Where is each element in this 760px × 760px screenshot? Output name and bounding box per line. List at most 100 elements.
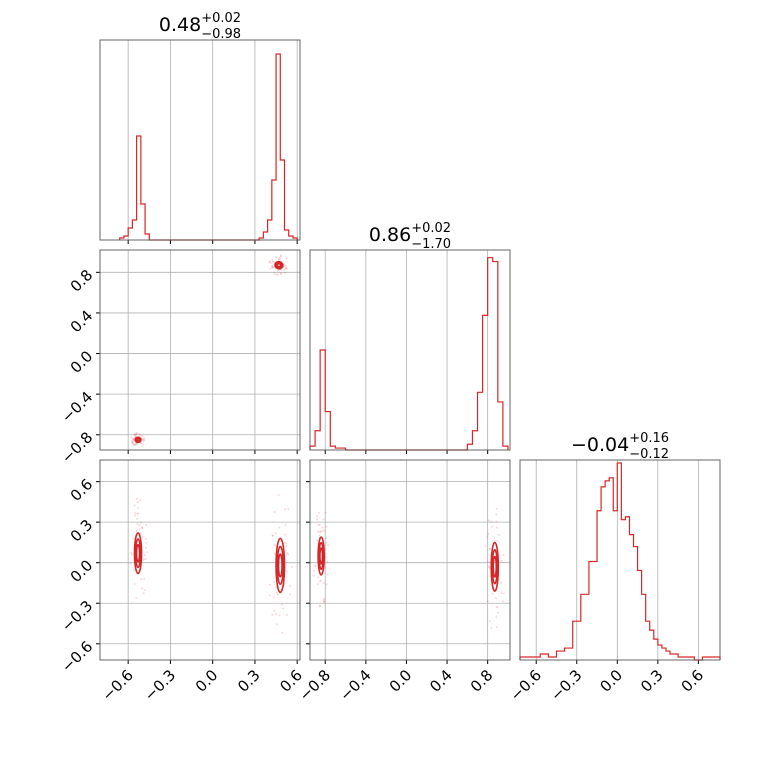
scatter-0-1-sample-point xyxy=(134,433,137,436)
scatter-0-2-sample-point xyxy=(142,558,145,561)
hist-1-step-line xyxy=(309,257,509,451)
scatter-0-2-sample-point xyxy=(132,568,135,571)
scatter-1-2-sample-point xyxy=(312,574,315,577)
scatter-0-1-sample-point xyxy=(285,267,288,270)
scatter-0-2-sample-point xyxy=(273,510,276,513)
xtick-label-1-3: 0.4 xyxy=(426,666,456,696)
scatter-0-1-sample-point xyxy=(284,271,287,274)
scatter-0-2-sample-point xyxy=(141,527,144,530)
scatter-1-2-sample-point xyxy=(316,515,319,518)
xtick-label-1-0: −0.8 xyxy=(296,666,334,704)
scatter-1-2-sample-point xyxy=(317,524,320,527)
scatter-1-2-sample-point xyxy=(486,536,489,539)
xtick-label-1-2: 0.0 xyxy=(386,666,416,696)
scatter-0-1-sample-point xyxy=(285,257,288,260)
scatter-0-2-sample-point xyxy=(271,613,274,616)
scatter-1-2-sample-point xyxy=(314,565,317,568)
scatter-0-2-sample-point xyxy=(142,592,145,595)
scatter-0-2-sample-point xyxy=(287,553,290,556)
scatter-1-2-sample-point xyxy=(486,560,489,563)
scatter-0-1-sample-point xyxy=(269,267,272,270)
scatter-0-1-sample-point xyxy=(131,439,134,442)
scatter-1-2-sample-point xyxy=(497,533,500,536)
scatter-1-2-sample-point xyxy=(490,520,493,523)
scatter-1-2-sample-point xyxy=(322,581,325,584)
scatter-0-1-contour xyxy=(275,261,283,269)
scatter-1-2-sample-point xyxy=(496,606,499,609)
scatter-0-2-sample-point xyxy=(275,623,278,626)
scatter-1-2-sample-point xyxy=(488,547,491,550)
scatter-1-2-sample-point xyxy=(488,620,491,623)
scatter-0-2-sample-point xyxy=(138,524,141,527)
scatter-0-1-sample-point xyxy=(272,260,275,263)
scatter-0-1-sample-point xyxy=(141,444,144,447)
scatter-0-2-sample-point xyxy=(144,537,147,540)
ytick-label-2-2: 0.0 xyxy=(67,556,97,586)
scatter-1-2-contour xyxy=(490,541,500,592)
scatter-0-2-sample-point xyxy=(276,593,279,596)
scatter-1-2-contour xyxy=(492,555,498,578)
scatter-0-1-sample-point xyxy=(272,266,275,269)
scatter-1-2-sample-point xyxy=(324,511,327,514)
scatter-1-2-sample-point xyxy=(313,569,316,572)
scatter-0-2-sample-point xyxy=(281,631,284,634)
scatter-1-2-frame xyxy=(309,459,511,661)
scatter-0-1-sample-point xyxy=(135,432,138,435)
scatter-0-2-sample-point xyxy=(134,514,137,517)
scatter-0-2-sample-point xyxy=(136,501,139,504)
scatter-1-2-sample-point xyxy=(320,530,323,533)
scatter-0-2-sample-point xyxy=(285,542,288,545)
ytick-label-1-3: 0.4 xyxy=(67,307,97,337)
scatter-1-2-sample-point xyxy=(495,507,498,510)
scatter-1-2-background xyxy=(310,460,510,660)
scatter-1-2-sample-point xyxy=(495,626,498,629)
scatter-0-2-sample-point xyxy=(144,558,147,561)
scatter-0-2-sample-point xyxy=(283,541,286,544)
hist-2-background xyxy=(520,460,720,660)
scatter-0-1-sample-point xyxy=(135,432,138,435)
scatter-0-1-sample-point xyxy=(280,272,283,275)
scatter-0-1-sample-point xyxy=(140,442,143,445)
scatter-1-2-sample-point xyxy=(316,582,319,585)
scatter-1-2-sample-point xyxy=(326,573,329,576)
scatter-1-2-sample-point xyxy=(488,566,491,569)
hist-1-frame xyxy=(309,249,511,451)
scatter-0-2-sample-point xyxy=(286,551,289,554)
scatter-1-2-sample-point xyxy=(501,600,504,603)
scatter-1-2-sample-point xyxy=(318,605,321,608)
scatter-1-2-sample-point xyxy=(318,604,321,607)
scatter-0-1-background xyxy=(100,250,300,450)
scatter-1-2-sample-point xyxy=(502,592,505,595)
scatter-0-2-contour xyxy=(135,543,141,563)
xtick-label-2-3: 0.3 xyxy=(637,666,667,696)
scatter-1-2-sample-point xyxy=(318,580,321,583)
scatter-1-2-sample-point xyxy=(325,541,328,544)
scatter-0-2-sample-point xyxy=(146,551,149,554)
scatter-0-2-sample-point xyxy=(135,497,138,500)
scatter-1-2-sample-point xyxy=(327,544,330,547)
scatter-0-2-sample-point xyxy=(283,582,286,585)
scatter-1-2-sample-point xyxy=(495,616,498,619)
scatter-1-2-sample-point xyxy=(326,560,329,563)
scatter-0-2-sample-point xyxy=(273,580,276,583)
ytick-label-1-2: 0.0 xyxy=(67,347,97,377)
xtick-label-1-4: 0.8 xyxy=(467,666,497,696)
scatter-1-2-sample-point xyxy=(318,531,321,534)
scatter-0-2-sample-point xyxy=(285,570,288,573)
hist-1-background xyxy=(310,250,510,450)
scatter-0-2-sample-point xyxy=(134,512,137,515)
scatter-1-2-sample-point xyxy=(484,544,487,547)
scatter-0-2-sample-point xyxy=(143,554,146,557)
scatter-1-2-sample-point xyxy=(317,530,320,533)
scatter-0-2-sample-point xyxy=(288,593,291,596)
scatter-0-2-sample-point xyxy=(141,526,144,529)
scatter-1-2-sample-point xyxy=(323,529,326,532)
scatter-0-1-sample-point xyxy=(271,259,274,262)
xtick-label-0-0: −0.6 xyxy=(99,666,137,704)
scatter-0-2-sample-point xyxy=(136,523,139,526)
scatter-0-1-sample-point xyxy=(130,436,133,439)
scatter-1-2-sample-point xyxy=(325,555,328,558)
scatter-0-2-sample-point xyxy=(141,536,144,539)
scatter-0-2-sample-point xyxy=(145,541,148,544)
